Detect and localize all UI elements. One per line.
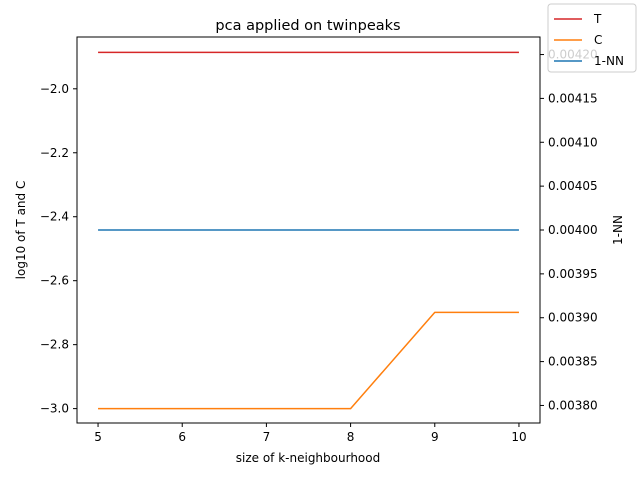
y-left-tick-label: −2.2	[40, 146, 69, 160]
y-right-tick-label: 0.00415	[548, 91, 598, 105]
x-tick-label: 8	[347, 430, 355, 444]
y-left-tick-label: −2.4	[40, 210, 69, 224]
y-right-tick-label: 0.00395	[548, 267, 598, 281]
x-tick-label: 9	[431, 430, 439, 444]
y-axis-left-label: log10 of T and C	[14, 181, 28, 280]
y-right-tick-label: 0.00390	[548, 311, 598, 325]
x-axis: 5 6 7 8 9 10	[94, 423, 527, 444]
series-line-c	[98, 311, 519, 410]
y-right-tick-label: 0.00385	[548, 355, 598, 369]
y-right-tick-label: 0.00410	[548, 135, 598, 149]
x-tick-label: 10	[511, 430, 526, 444]
legend-label: 1-NN	[594, 54, 624, 68]
legend-label: C	[594, 33, 602, 47]
y-axis-right-label: 1-NN	[611, 215, 625, 245]
x-tick-label: 6	[178, 430, 186, 444]
y-axis-left: −3.0 −2.8 −2.6 −2.4 −2.2 −2.0	[40, 82, 77, 416]
y-left-tick-label: −2.8	[40, 338, 69, 352]
y-axis-right: 0.00380 0.00385 0.00390 0.00395 0.00400 0.004…	[540, 48, 598, 412]
y-right-tick-label: 0.00400	[548, 223, 598, 237]
legend-label: T	[593, 12, 602, 26]
y-left-tick-label: −2.0	[40, 82, 69, 96]
y-left-tick-label: −2.6	[40, 274, 69, 288]
y-left-tick-label: −3.0	[40, 402, 69, 416]
x-axis-label: size of k-neighbourhood	[236, 451, 380, 465]
x-tick-label: 5	[94, 430, 102, 444]
legend-box	[547, 3, 637, 73]
y-right-tick-label: 0.00380	[548, 398, 598, 412]
legend: TC 1-NN	[547, 3, 637, 73]
plot-area	[98, 51, 519, 410]
y-right-tick-label: 0.00405	[548, 179, 598, 193]
x-tick-label: 7	[263, 430, 271, 444]
chart-title: pca applied on twinpeaks	[215, 18, 400, 34]
